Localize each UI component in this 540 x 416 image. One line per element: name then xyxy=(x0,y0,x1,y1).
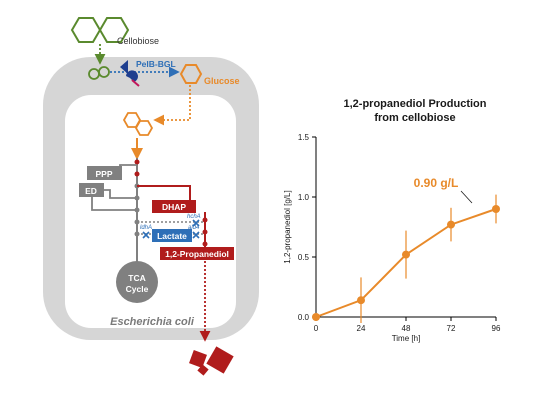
annotation-leader-line xyxy=(460,190,473,204)
data-point xyxy=(492,205,500,213)
x-axis-label: Time [h] xyxy=(392,334,421,343)
x-tick-label: 96 xyxy=(492,324,501,333)
y-tick-label: 0.0 xyxy=(298,313,310,322)
glucose-label: Glucose xyxy=(204,76,240,86)
cellobiose-periplasm-icon xyxy=(88,66,110,80)
chart-title-line2: from cellobiose xyxy=(374,112,455,124)
ldha-label: ldhA xyxy=(140,225,152,231)
tca-cycle-circle xyxy=(116,261,158,303)
y-tick-label: 1.0 xyxy=(298,193,310,202)
lactate-branch xyxy=(137,221,205,242)
dhap-box xyxy=(152,200,196,213)
data-point xyxy=(402,250,410,259)
enzyme-label: PelB-BGL xyxy=(136,59,176,69)
product-secretion-icon xyxy=(189,346,234,376)
glucose-periplasm-icon xyxy=(179,64,203,84)
deletion-cross-icon xyxy=(142,219,200,239)
propanediol-box xyxy=(160,247,234,260)
organism-label: Escherichia coli xyxy=(110,316,195,328)
data-point xyxy=(357,296,365,305)
tca-label-line2: Cycle xyxy=(126,284,149,294)
pelb-bgl-enzyme-icon xyxy=(120,60,140,87)
dhap-label: DHAP xyxy=(162,202,186,212)
hcha-label: hchA xyxy=(187,214,201,220)
x-tick-label: 48 xyxy=(402,324,411,333)
chart-title-line1: 1,2-propanediol Production xyxy=(343,98,486,110)
lactate-label: Lactate xyxy=(157,231,187,241)
y-tick-label: 0.5 xyxy=(298,253,310,262)
red-node-dots xyxy=(202,217,208,247)
y-ticks: 0.0 0.5 1.0 1.5 xyxy=(298,133,316,322)
cellobiose-label: Cellobiose xyxy=(117,36,159,46)
data-point xyxy=(447,220,455,229)
x-ticks: 0 24 48 72 96 xyxy=(314,317,501,333)
ppp-label: PPP xyxy=(95,169,112,179)
ppp-ed-branch xyxy=(79,164,137,211)
propanediol-label: 1,2-Propanediol xyxy=(165,249,229,259)
y-tick-label: 1.5 xyxy=(298,133,310,142)
y-axis-label: 1,2-propanediol [g/L] xyxy=(283,190,292,263)
tca-label-line1: TCA xyxy=(128,273,145,283)
glycolysis-pathway xyxy=(134,158,140,258)
data-point xyxy=(312,313,320,321)
production-chart: 1,2-propanediol Production from cellobio… xyxy=(283,98,501,343)
series-group xyxy=(312,194,500,323)
x-tick-label: 24 xyxy=(357,324,366,333)
x-tick-label: 0 xyxy=(314,324,319,333)
ed-label: ED xyxy=(85,186,97,196)
x-tick-label: 72 xyxy=(447,324,456,333)
cellobiose-molecule-icon xyxy=(70,17,130,43)
glucose-cytoplasm-icon xyxy=(122,112,154,136)
chart-annotation: 0.90 g/L xyxy=(414,176,459,190)
ald4-label: ald4 xyxy=(188,225,200,231)
